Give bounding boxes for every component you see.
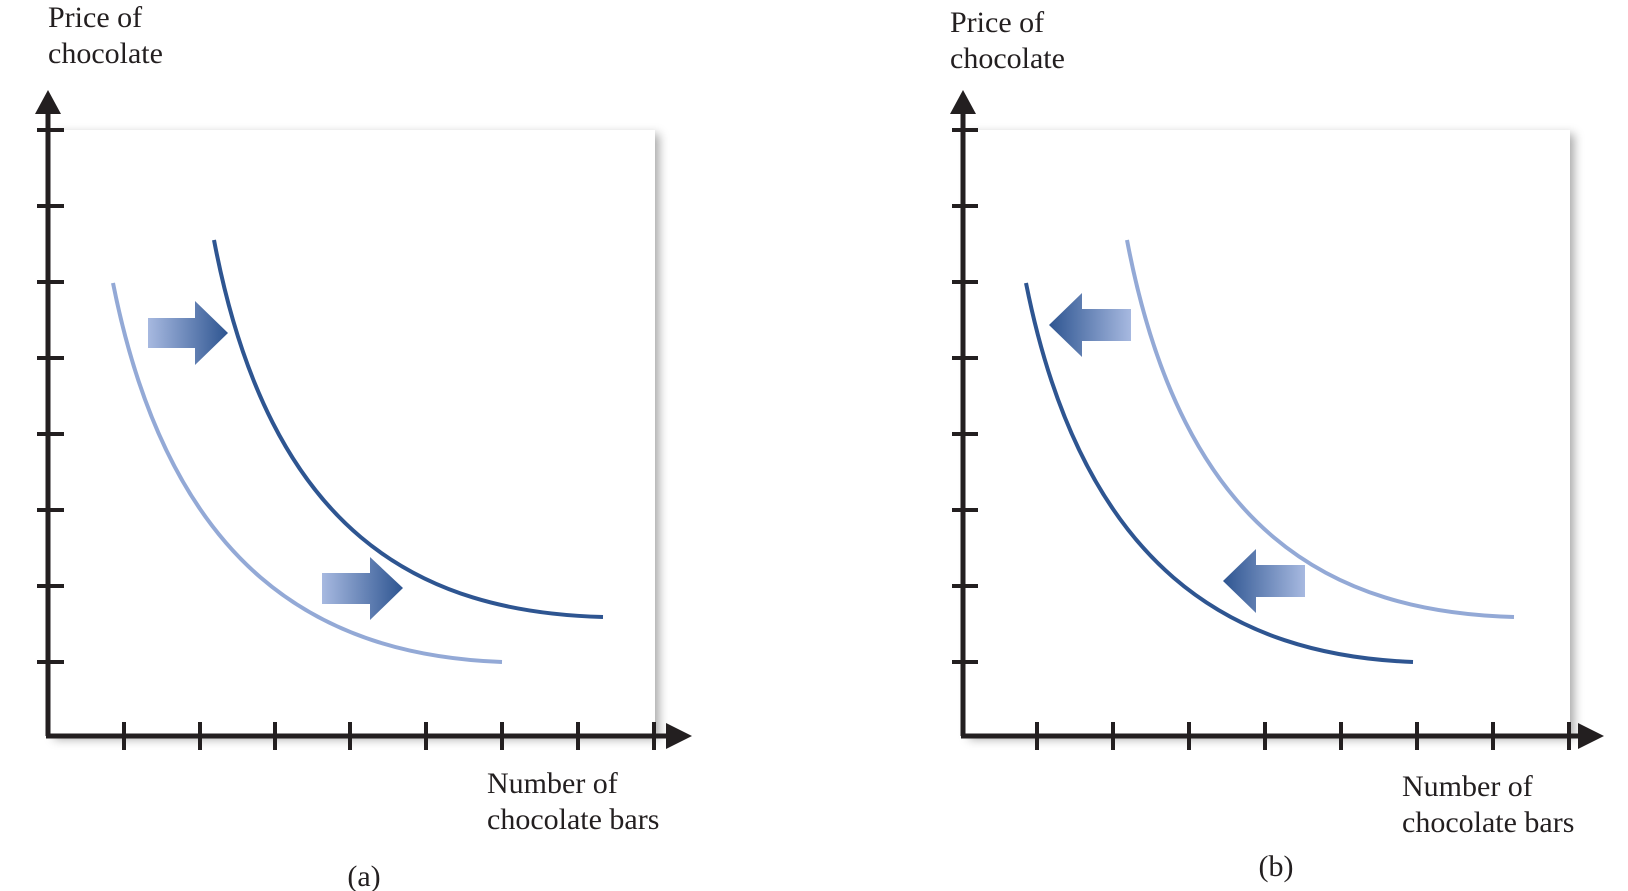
- y-axis-label-b-line2: chocolate: [950, 42, 1065, 75]
- demand-curve-shifted-b: [1024, 282, 1414, 664]
- y-axis-label-a-line1: Price of: [48, 1, 142, 34]
- panel-a: Price of chocolate: [35, 1, 692, 891]
- y-axis-b: [950, 90, 978, 736]
- demand-curve-initial-b: [1125, 239, 1515, 619]
- panel-b: Price of chocolate: [950, 6, 1604, 883]
- y-axis-label-a-line2: chocolate: [48, 37, 163, 70]
- demand-curve-shifted-a: [212, 239, 604, 619]
- panel-caption-b: (b): [1259, 850, 1294, 883]
- shift-arrow-left-upper-b: [1049, 293, 1131, 357]
- plot-area-a: [50, 130, 655, 735]
- y-axis-ticks-b: [952, 128, 978, 664]
- x-axis-label-a: Number of chocolate bars: [487, 767, 659, 836]
- panel-caption-a: (a): [347, 860, 380, 891]
- y-axis-arrowhead-a: [35, 90, 61, 114]
- y-axis-a: [35, 90, 64, 736]
- y-axis-arrowhead-b: [950, 90, 976, 114]
- x-axis-ticks-b: [1035, 722, 1571, 750]
- shift-arrow-right-lower-a: [322, 557, 403, 620]
- plot-area-b: [965, 130, 1570, 735]
- y-axis-label-b-line1: Price of: [950, 6, 1044, 39]
- y-axis-ticks-a: [37, 128, 64, 664]
- x-axis-label-a-line2: chocolate bars: [487, 803, 659, 836]
- x-axis-label-b: Number of chocolate bars: [1402, 770, 1574, 839]
- y-axis-label-a: Price of chocolate: [48, 1, 163, 70]
- x-axis-arrowhead-b: [1578, 723, 1604, 749]
- x-axis-label-b-line2: chocolate bars: [1402, 806, 1574, 839]
- x-axis-ticks-a: [122, 722, 656, 750]
- x-axis-label-b-line1: Number of: [1402, 770, 1533, 803]
- shift-arrow-left-lower-b: [1223, 549, 1305, 613]
- x-axis-a: [46, 722, 692, 750]
- x-axis-b: [961, 722, 1604, 750]
- x-axis-arrowhead-a: [666, 723, 692, 749]
- y-axis-label-b: Price of chocolate: [950, 6, 1065, 75]
- shift-arrow-right-upper-a: [148, 301, 228, 365]
- x-axis-label-a-line1: Number of: [487, 767, 618, 800]
- demand-curve-initial-a: [111, 282, 503, 664]
